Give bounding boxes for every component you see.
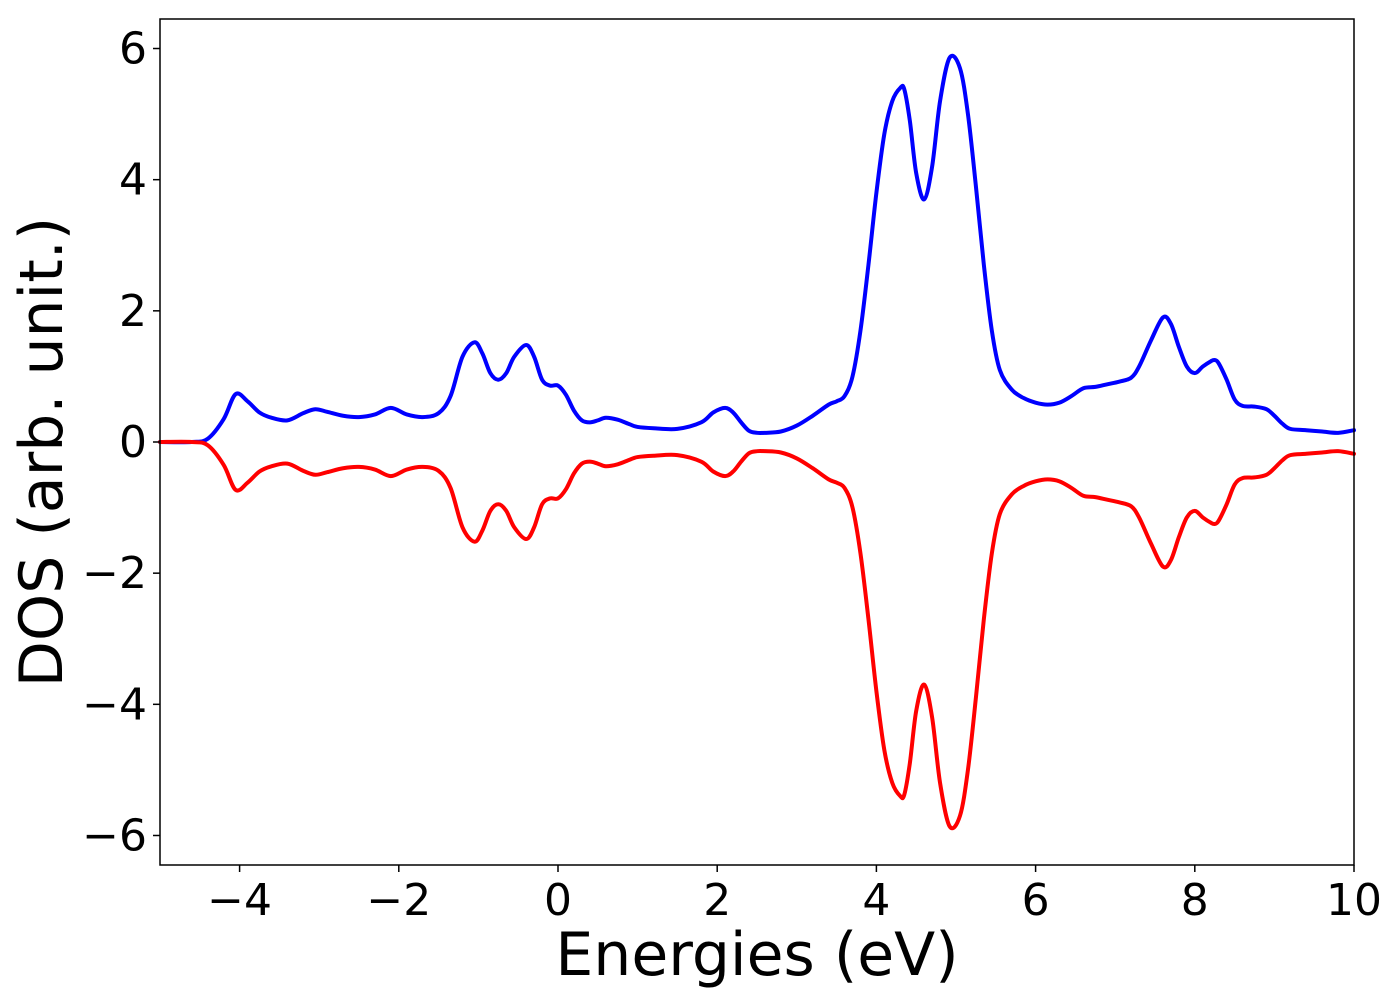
x-tick-label: 6 [1022, 875, 1050, 926]
x-tick-label: −2 [366, 875, 431, 926]
x-tick-label: 4 [862, 875, 890, 926]
x-tick-label: 2 [703, 875, 731, 926]
x-tick-label: 10 [1326, 875, 1382, 926]
series-line-positive [158, 53, 1356, 445]
series-line-negative [158, 439, 1356, 831]
y-tick-label: −6 [82, 810, 147, 861]
y-tick-label: 6 [119, 24, 147, 75]
y-tick-label: −4 [82, 679, 147, 730]
plot-frame [159, 18, 1355, 866]
plot-area [158, 18, 1356, 866]
series-layer [158, 53, 1356, 831]
x-tick-label: −4 [207, 875, 272, 926]
y-tick-label: 2 [119, 286, 147, 337]
y-axis-label: DOS (arb. unit.) [7, 217, 77, 687]
x-tick-label: 0 [544, 875, 572, 926]
x-tick-label: 8 [1181, 875, 1209, 926]
y-tick-label: −2 [82, 548, 147, 599]
y-tick-label: 0 [119, 417, 147, 468]
x-axis-ticks: −4 −2 0 2 4 6 8 10 [207, 865, 1382, 926]
x-axis-label: Energies (eV) [555, 920, 958, 990]
y-tick-label: 4 [119, 155, 147, 206]
y-axis-ticks: −6 −4 −2 0 2 4 6 [82, 24, 160, 861]
